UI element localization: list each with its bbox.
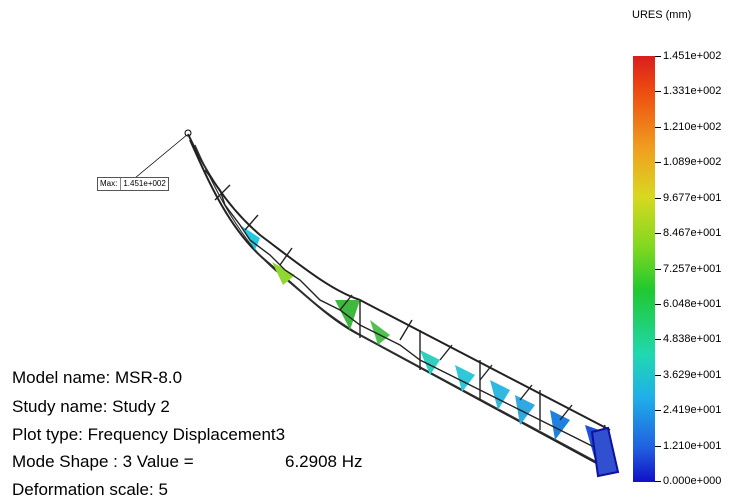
legend-tick-label: 9.677e+001	[663, 192, 722, 204]
mode-shape-line: Mode Shape : 3 Value = 6.2908 Hz	[12, 452, 363, 472]
mode-value-text: 6.2908 Hz	[285, 452, 363, 471]
plot-type-text: Plot type: Frequency Displacement3	[12, 425, 286, 444]
legend-tick-label: 8.467e+001	[663, 227, 722, 239]
study-name-text: Study name: Study 2	[12, 397, 170, 416]
legend-tick-mark	[655, 269, 661, 270]
legend-tick-label: 7.257e+001	[663, 263, 722, 275]
max-label-prefix: Max:	[100, 179, 118, 188]
legend-tick-mark	[655, 56, 661, 57]
max-label-value: 1.451e+002	[120, 178, 166, 190]
legend-tick-label: 1.331e+002	[663, 85, 722, 97]
legend-tick-mark	[655, 198, 661, 199]
legend-tick-label: 2.419e+001	[663, 404, 722, 416]
legend-tick-mark	[655, 127, 661, 128]
legend-tick-label: 1.210e+002	[663, 121, 722, 133]
legend-tick-mark	[655, 91, 661, 92]
deformation-scale-text: Deformation scale: 5	[12, 480, 168, 499]
legend-tick-mark	[655, 304, 661, 305]
color-scale-bar	[633, 56, 655, 482]
legend-tick-label: 0.000e+000	[663, 475, 722, 487]
legend-tick-mark	[655, 410, 661, 411]
legend-tick-label: 1.451e+002	[663, 50, 722, 62]
legend-tick-mark	[655, 233, 661, 234]
legend-tick-mark	[655, 375, 661, 376]
legend-tick-label: 1.089e+002	[663, 156, 722, 168]
legend-tick-mark	[655, 481, 661, 482]
legend-tick-label: 6.048e+001	[663, 298, 722, 310]
legend-tick-label: 1.210e+001	[663, 440, 722, 452]
legend-tick-label: 3.629e+001	[663, 369, 722, 381]
mode-shape-text: Mode Shape : 3 Value =	[12, 452, 194, 471]
max-value-label: Max: 1.451e+002	[97, 177, 169, 191]
legend-title: URES (mm)	[632, 9, 692, 21]
legend-tick-mark	[655, 339, 661, 340]
legend-tick-mark	[655, 446, 661, 447]
legend-tick-label: 4.838e+001	[663, 333, 722, 345]
model-name-text: Model name: MSR-8.0	[12, 368, 183, 387]
legend-tick-mark	[655, 162, 661, 163]
